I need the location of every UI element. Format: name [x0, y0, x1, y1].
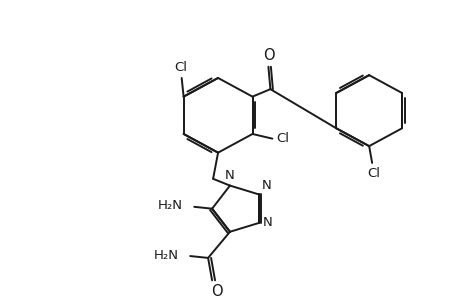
Text: O: O: [211, 284, 222, 299]
Text: N: N: [224, 169, 235, 182]
Text: N: N: [261, 178, 271, 192]
Text: H₂N: H₂N: [153, 249, 178, 262]
Text: N: N: [262, 216, 272, 230]
Text: O: O: [263, 48, 274, 63]
Text: H₂N: H₂N: [157, 200, 182, 212]
Text: Cl: Cl: [367, 167, 380, 180]
Text: Cl: Cl: [174, 61, 187, 74]
Text: Cl: Cl: [276, 132, 289, 145]
